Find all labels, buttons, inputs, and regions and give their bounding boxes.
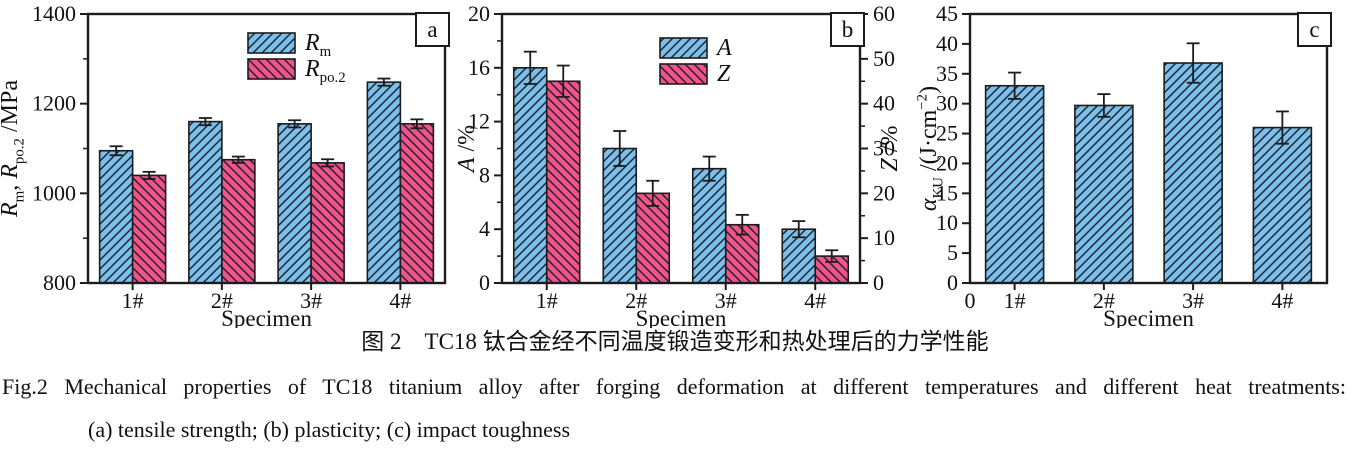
- x-tick-label: 2#: [625, 288, 647, 313]
- error-bar: [735, 213, 749, 236]
- y-tick-label: 1200: [32, 91, 76, 116]
- x-tick-label: 1#: [1004, 288, 1026, 313]
- x-tick-label: 3#: [300, 288, 322, 313]
- legend-swatch: [247, 32, 296, 54]
- y-tick-label: 30: [936, 91, 958, 116]
- y-tick-label: 20: [468, 1, 490, 26]
- y-axis-title: A /%: [454, 125, 480, 174]
- y-tick-label: 45: [936, 1, 958, 26]
- x-axis-title: Specimen: [1103, 306, 1194, 328]
- caption-english-line2: (a) tensile strength; (b) plasticity; (c…: [88, 417, 571, 442]
- legend-label: Z: [717, 61, 731, 87]
- x-tick-label: 4#: [389, 288, 411, 313]
- legend: AZ: [659, 35, 732, 87]
- x-axis-title: Specimen: [221, 306, 312, 328]
- error-bar: [288, 119, 302, 129]
- plot-area: [512, 50, 850, 284]
- panel-letter: a: [427, 17, 437, 42]
- y-tick-label: 16: [468, 55, 490, 80]
- y2-tick-label: 20: [873, 180, 895, 205]
- y-tick-label: 25: [936, 121, 958, 146]
- y-tick-label: 1000: [32, 180, 76, 205]
- error-bar: [1008, 71, 1022, 100]
- x-tick-label: 1#: [122, 288, 144, 313]
- x-tick-label: 4#: [804, 288, 826, 313]
- x-tick-label: 3#: [1182, 288, 1204, 313]
- y2-tick-label: 50: [873, 46, 895, 71]
- y-tick-label: 5: [947, 240, 958, 265]
- y-tick-label: 10: [936, 210, 958, 235]
- y-tick-label: 4: [479, 216, 490, 241]
- error-bar: [1275, 110, 1289, 145]
- axis-ticks: [80, 13, 402, 290]
- y-tick-label: 15: [936, 180, 958, 205]
- y2-tick-label: 0: [873, 270, 884, 295]
- error-bar: [142, 170, 156, 180]
- x-tick-label: 1#: [536, 288, 558, 313]
- error-bar: [825, 249, 839, 263]
- axis-ticks: [962, 13, 1284, 290]
- plot-area: [984, 42, 1313, 284]
- panel-letter-box: [830, 12, 865, 47]
- panel-letter: b: [842, 17, 854, 42]
- y-tick-label: 12: [468, 109, 490, 134]
- error-bar: [523, 50, 537, 85]
- y-axis-title: Rm, Rpo.2 /MPa: [0, 80, 27, 218]
- error-bar: [109, 145, 123, 157]
- panel-letter: c: [1309, 17, 1319, 42]
- error-bar: [556, 64, 570, 98]
- error-bar: [410, 118, 424, 130]
- y-tick-label: 0: [479, 270, 490, 295]
- y-tick-label: 40: [936, 31, 958, 56]
- error-bar: [198, 117, 212, 127]
- error-bar: [792, 220, 806, 239]
- x-tick-label: 2#: [211, 288, 233, 313]
- panel-letter-box: [1297, 12, 1332, 47]
- legend-label: Rm: [304, 30, 332, 60]
- x-tick-label: 4#: [1271, 288, 1293, 313]
- y2-tick-label: 30: [873, 136, 895, 161]
- x-origin-label: 0: [965, 288, 976, 313]
- caption-chinese: 图 2 TC18 钛合金经不同温度锻造变形和热处理后的力学性能: [361, 329, 989, 354]
- error-bar: [321, 158, 335, 168]
- error-bar: [1097, 93, 1111, 118]
- caption-english-line1: Fig.2 Mechanical properties of TC18 tita…: [2, 374, 1346, 399]
- y2-tick-label: 40: [873, 91, 895, 116]
- y-tick-label: 20: [936, 150, 958, 175]
- legend-label: A: [715, 35, 732, 61]
- y-tick-label: 35: [936, 61, 958, 86]
- x-axis-title: Specimen: [636, 306, 727, 328]
- legend-swatch: [247, 58, 296, 80]
- panel-letter-box: [415, 12, 450, 47]
- y-tick-label: 0: [947, 270, 958, 295]
- x-tick-label: 3#: [715, 288, 737, 313]
- y-axis-title: αKU /(J·cm−2): [915, 86, 946, 211]
- y-tick-label: 8: [479, 162, 490, 187]
- error-bar: [377, 77, 391, 87]
- x-tick-label: 2#: [1093, 288, 1115, 313]
- error-bar: [231, 155, 245, 164]
- legend-swatch: [659, 63, 708, 85]
- plot-area: [98, 77, 435, 284]
- error-bar: [702, 155, 716, 182]
- error-bar: [613, 130, 627, 167]
- axes-frame: [968, 12, 1329, 285]
- y2-tick-label: 10: [873, 225, 895, 250]
- y2-axis-title: Z /%: [877, 125, 903, 171]
- legend-label: Rpo.2: [304, 56, 346, 86]
- error-bar: [646, 179, 660, 207]
- chart-panel-a-tensile-strength: 800 1000 1200 1400 1# 2# 3# 4# Specimen Rm, Rpo.2…: [0, 1, 450, 328]
- chart-panel-b-plasticity: 0 4 8 12 16 20 0 10 20 30 40 50 60 Z /% 1# 2# 3# 4# Specim…: [454, 1, 903, 328]
- y-tick-label: 800: [43, 270, 76, 295]
- error-bar: [1186, 42, 1200, 84]
- y2-tick-label: 60: [873, 1, 895, 26]
- legend-swatch: [659, 37, 708, 59]
- y-tick-label: 1400: [32, 1, 76, 26]
